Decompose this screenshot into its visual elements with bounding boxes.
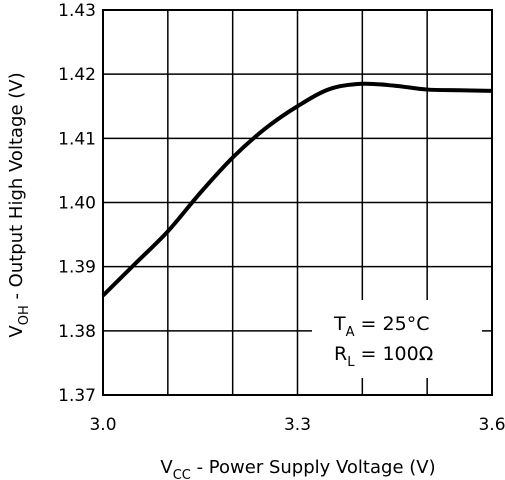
y-tick-label-2: 1.39	[58, 258, 96, 278]
x-tick-label-2: 3.6	[478, 415, 505, 435]
y-tick-label-3: 1.40	[58, 194, 96, 214]
y-tick-label-4: 1.41	[58, 129, 96, 149]
y-tick-label-0: 1.37	[58, 386, 96, 406]
y-axis-title: VOH - Output High Voltage (V)	[6, 72, 32, 337]
annot-ta-sub: A	[346, 325, 355, 340]
plot-frame	[102, 9, 493, 396]
series	[101, 81, 493, 297]
annotation-box	[312, 300, 482, 378]
temperature-annotation: TA = 25°C	[333, 313, 429, 340]
y-title-main: V	[6, 325, 27, 338]
annot-ta-main: T	[333, 313, 346, 335]
x-tick-label-0: 3.0	[89, 415, 116, 435]
annot-rl-rest: = 100Ω	[354, 343, 433, 365]
x-title-main: V	[160, 457, 173, 478]
x-title-sub: CC	[173, 468, 191, 480]
y-tick-label-5: 1.42	[58, 65, 96, 85]
x-tick-label-1: 3.3	[284, 415, 311, 435]
series-line-0	[101, 81, 493, 297]
annot-rl-main: R	[334, 343, 347, 365]
x-axis-title: VCC - Power Supply Voltage (V)	[160, 457, 435, 480]
load-resistance-annotation: RL = 100Ω	[334, 343, 433, 370]
y-tick-label-6: 1.43	[58, 1, 96, 21]
annot-rl-sub: L	[347, 355, 355, 370]
y-title-rest: - Output High Voltage (V)	[6, 72, 27, 305]
annot-ta-rest: = 25°C	[355, 313, 430, 335]
y-tick-label-1: 1.38	[58, 322, 96, 342]
x-title-rest: - Power Supply Voltage (V)	[191, 457, 436, 478]
y-title-sub: OH	[17, 305, 32, 325]
tick-labels: 1.37 1.38 1.39 1.40 1.41 1.42 1.43 3.0 3.3 3.6	[58, 1, 505, 435]
